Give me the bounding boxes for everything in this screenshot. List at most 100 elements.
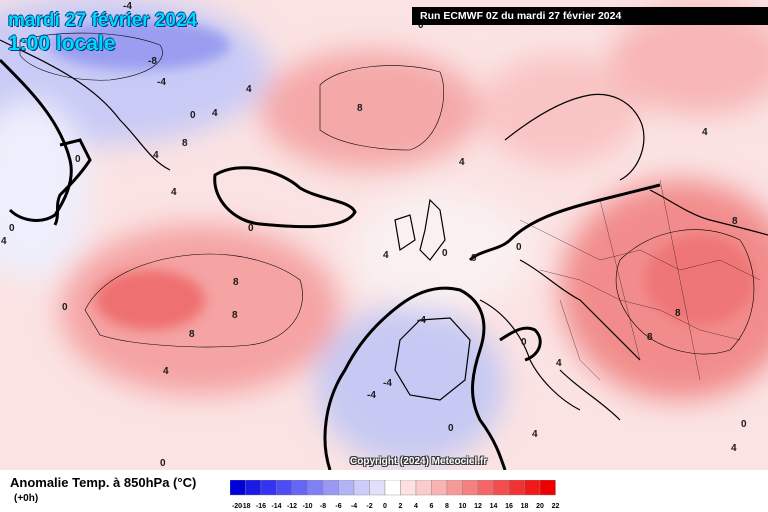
legend-swatch	[508, 480, 525, 496]
contour-label: 0	[248, 223, 254, 234]
legend-tick-label: 2	[399, 503, 403, 510]
legend-tick-label: 16	[505, 503, 513, 510]
legend-tick-label: -8	[320, 503, 326, 510]
legend-tick-label: 14	[490, 503, 498, 510]
zero-isotherm-contours	[0, 58, 661, 470]
legend-swatch	[462, 480, 479, 496]
contour-label: 4	[532, 429, 538, 440]
legend-tick-label: 18	[521, 503, 529, 510]
legend-swatch	[291, 480, 308, 496]
lead-time-label: (+0h)	[14, 493, 39, 504]
contour-label: 4	[163, 366, 169, 377]
forecast-time: 1:00 locale	[8, 32, 116, 55]
legend-swatch	[230, 480, 246, 496]
contour-label: -4	[383, 378, 392, 389]
legend-tick-label: -12	[287, 503, 297, 510]
legend-swatch	[322, 480, 339, 496]
contour-label: 8	[732, 216, 738, 227]
legend-tick-label: 0	[383, 503, 387, 510]
contour-label: 4	[383, 250, 389, 261]
legend-swatch	[245, 480, 262, 496]
legend-swatch	[524, 480, 541, 496]
country-borders	[519, 179, 761, 381]
legend-swatch	[446, 480, 463, 496]
contour-label: 0	[471, 253, 477, 264]
cold-anomaly-iberia	[315, 305, 505, 465]
contour-label: 8	[182, 138, 188, 149]
legend-swatch	[276, 480, 293, 496]
contour-label: 8	[675, 308, 681, 319]
legend-tick-label: 4	[414, 503, 418, 510]
forecast-date: mardi 27 février 2024	[8, 10, 198, 31]
legend-tick-label: 10	[459, 503, 467, 510]
contour-label: 0	[521, 337, 527, 348]
contour-label: 4	[459, 157, 465, 168]
legend-tick-label: 6	[430, 503, 434, 510]
legend-swatch	[477, 480, 494, 496]
weather-map: -4 -8 -4 0 4 8 4 0 4 0 8 4 0 4 8 0 8 8 4…	[0, 0, 768, 470]
warm-anomaly-arctic-east	[610, 5, 768, 115]
warm-anomaly-north-atlantic	[260, 50, 480, 170]
contour-label: -4	[157, 77, 166, 88]
legend-swatch	[307, 480, 324, 496]
legend-tick-label: -10	[302, 503, 312, 510]
contour-label: 4	[731, 443, 737, 454]
neutral-zone-uk	[350, 190, 530, 310]
contour-label: 0	[448, 423, 454, 434]
contour-label: 8	[233, 277, 239, 288]
legend-tick-label: -20	[232, 503, 242, 510]
legend-tick-label: -14	[271, 503, 281, 510]
legend-tick-label: 8	[445, 503, 449, 510]
model-run-banner: Run ECMWF 0Z du mardi 27 février 2024	[412, 7, 768, 25]
cold-core-greenland	[50, 20, 230, 70]
legend-tick-label: -6	[335, 503, 341, 510]
cold-anomaly-atlantic-west	[0, 100, 90, 280]
legend-tick-label: 20	[536, 503, 544, 510]
color-scale-legend: -20-18 -16 -14 -12 -10 -8 -6 -4 -2 0 2 4 6 8 10 12 14 16 1…	[230, 480, 560, 510]
contour-label: 4	[212, 108, 218, 119]
contour-label: -4	[367, 390, 376, 401]
legend-tick-label: -4	[351, 503, 357, 510]
legend-swatch	[431, 480, 448, 496]
anomaly-contours	[19, 32, 755, 355]
legend-swatch	[493, 480, 510, 496]
warm-core-atlantic	[95, 270, 205, 330]
warm-core-east	[645, 235, 755, 325]
contour-label: -4	[123, 1, 132, 12]
contour-label: 8	[357, 103, 363, 114]
contour-label: 4	[556, 358, 562, 369]
contour-label: 4	[153, 150, 159, 161]
legend-tick-label: -16	[256, 503, 266, 510]
warm-anomaly-scandinavia	[480, 55, 640, 165]
legend-tick-label: 22	[552, 503, 560, 510]
legend-swatch	[415, 480, 432, 496]
contour-label: 0	[418, 20, 424, 31]
legend-swatch	[353, 480, 370, 496]
contour-label: 0	[516, 242, 522, 253]
contour-label: 0	[9, 223, 15, 234]
contour-label: -4	[417, 315, 426, 326]
legend-tick-label: 12	[474, 503, 482, 510]
legend-tick-label: -18	[240, 503, 250, 510]
contour-label: 4	[1, 236, 7, 247]
legend-swatch	[338, 480, 355, 496]
copyright-notice: Copyright (2024) Meteociel.fr	[350, 456, 488, 467]
variable-label: Anomalie Temp. à 850hPa (°C)	[10, 475, 197, 490]
legend-tick-label: -2	[366, 503, 372, 510]
legend-swatch	[539, 480, 556, 496]
contour-label: 0	[75, 154, 81, 165]
coastlines	[0, 39, 768, 421]
contour-label: 0	[62, 302, 68, 313]
contour-labels: -4 -8 -4 0 4 8 4 0 4 0 8 4 0 4 8 0 8 8 4…	[1, 1, 747, 469]
contour-label: 0	[741, 419, 747, 430]
legend-swatch	[260, 480, 277, 496]
contour-label: -8	[148, 56, 157, 67]
contour-label: 8	[189, 329, 195, 340]
legend-swatch	[369, 480, 386, 496]
contour-label: 0	[190, 110, 196, 121]
contour-label: 4	[702, 127, 708, 138]
contour-label: 4	[171, 187, 177, 198]
contour-label: 8	[647, 332, 653, 343]
legend-swatch	[400, 480, 417, 496]
legend-swatch	[384, 480, 401, 496]
